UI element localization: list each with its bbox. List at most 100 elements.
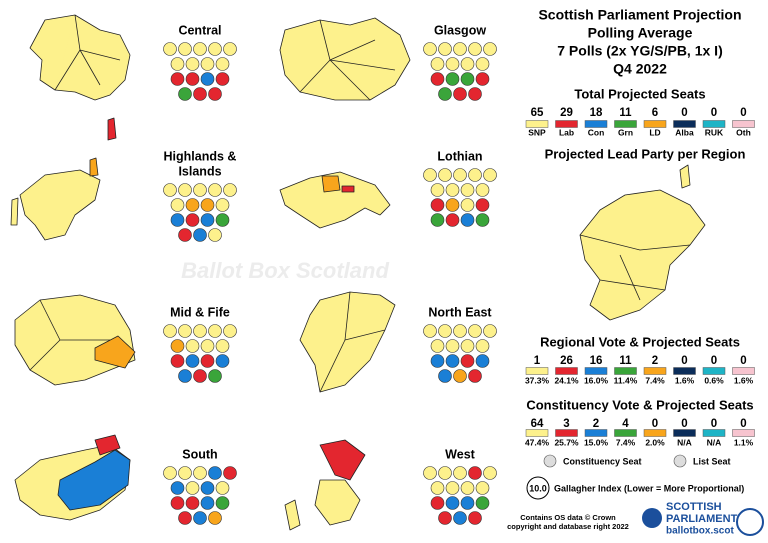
party-swatch (614, 120, 637, 128)
seat-dot (193, 369, 207, 383)
party-swatch (525, 429, 549, 437)
seat-count: 11 (619, 107, 632, 119)
seat-dot (460, 72, 475, 86)
seat-count: 64 (531, 418, 544, 430)
seat-count: 29 (560, 107, 573, 119)
seat-dot (185, 57, 200, 71)
party-swatch (525, 367, 549, 375)
seat-dot (185, 198, 200, 212)
seat-dot (430, 354, 445, 368)
logo-badge (736, 508, 764, 536)
seat-dot (423, 324, 437, 338)
seat-dot (460, 57, 475, 71)
map-highlands (10, 117, 117, 241)
seat-dot (208, 369, 222, 383)
seat-dot (430, 72, 445, 86)
seat-dot (453, 42, 467, 56)
seat-dot (460, 481, 475, 495)
seat-count: 3 (563, 418, 569, 430)
seat-dot (223, 324, 237, 338)
seat-dot (200, 198, 215, 212)
seat-dot (223, 183, 237, 197)
party-swatch (732, 120, 755, 128)
party-vote: 7.4% (645, 375, 665, 385)
seat-dot (475, 72, 490, 86)
seat-count: 26 (560, 355, 573, 367)
seat-dot (185, 72, 200, 86)
seat-dot (445, 183, 460, 197)
legend-label: List Seat (693, 456, 731, 466)
legend-dot (673, 454, 687, 468)
seat-dot (170, 57, 185, 71)
map-mid-fife (14, 294, 136, 386)
map-lothian (279, 171, 391, 229)
map-south (14, 434, 131, 521)
party-swatch (702, 367, 726, 375)
seat-dot (200, 481, 215, 495)
seat-dot (178, 511, 192, 525)
seat-dot (445, 57, 460, 71)
party-swatch (702, 429, 726, 437)
gallagher-label: Gallagher Index (Lower = More Proportion… (554, 483, 744, 493)
region-name: Glasgow (434, 23, 486, 37)
seat-dot (438, 42, 452, 56)
seat-dot (430, 183, 445, 197)
seat-dot (185, 496, 200, 510)
seat-dot (223, 42, 237, 56)
seat-dot (430, 496, 445, 510)
seat-dot (215, 72, 230, 86)
seat-count: 6 (652, 107, 658, 119)
legend-label: Constituency Seat (563, 456, 642, 466)
seat-dot (193, 324, 207, 338)
seat-dot (438, 324, 452, 338)
seat-dot (185, 481, 200, 495)
seat-count: 0 (711, 418, 717, 430)
credit: Contains OS data © Crown (520, 513, 616, 522)
seat-dot (445, 72, 460, 86)
seat-dot (445, 496, 460, 510)
seat-dot (453, 324, 467, 338)
seat-dot (438, 466, 452, 480)
party-name: SNP (528, 127, 546, 137)
seat-dot (185, 213, 200, 227)
seat-dot (163, 42, 177, 56)
seat-dot (445, 354, 460, 368)
seat-dot (423, 42, 437, 56)
title-line: Scottish Parliament Projection (538, 7, 741, 23)
seat-dot (200, 339, 215, 353)
seat-dot (170, 354, 185, 368)
seat-count: 16 (590, 355, 603, 367)
seat-dot (430, 198, 445, 212)
seat-dot (445, 213, 460, 227)
seat-dot (438, 168, 452, 182)
seat-dot (460, 198, 475, 212)
seat-dot (453, 168, 467, 182)
seat-dot (468, 511, 482, 525)
seat-dot (170, 213, 185, 227)
logo-text: ballotbox.scot (666, 526, 734, 537)
party-vote: 1.6% (734, 375, 754, 385)
seat-dot (423, 168, 437, 182)
party-name: Lab (559, 127, 574, 137)
region-name: North East (428, 305, 492, 319)
party-vote: 47.4% (525, 437, 550, 447)
seat-dot (200, 72, 215, 86)
party-vote: 2.0% (645, 437, 665, 447)
seat-dot (215, 339, 230, 353)
seat-dot (208, 228, 222, 242)
region-name: Highlands & (164, 149, 237, 163)
party-vote: 24.1% (554, 375, 579, 385)
credit: copyright and database right 2022 (507, 522, 629, 531)
party-swatch (643, 429, 667, 437)
party-swatch (643, 120, 667, 128)
map-north-east (299, 291, 396, 393)
party-swatch (555, 120, 578, 128)
party-swatch (732, 429, 755, 437)
seat-dot (460, 339, 475, 353)
seat-count: 1 (534, 355, 541, 367)
seat-dot (178, 42, 192, 56)
seat-dot (475, 57, 490, 71)
seat-dot (445, 198, 460, 212)
party-vote: 37.3% (525, 375, 550, 385)
party-swatch (584, 429, 608, 437)
